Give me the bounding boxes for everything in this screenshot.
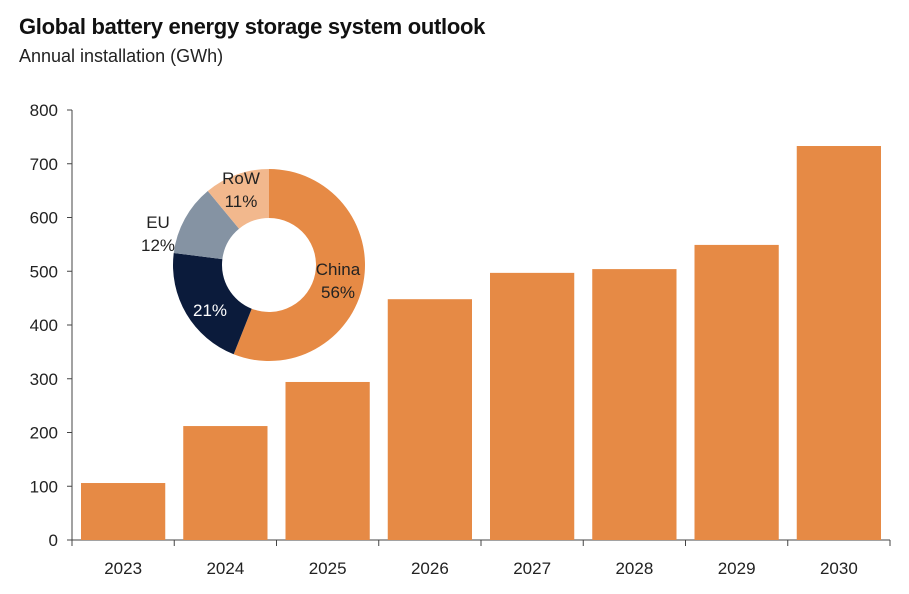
y-tick-label: 100 bbox=[30, 477, 58, 496]
bar-2023 bbox=[81, 483, 166, 540]
y-tick-label: 500 bbox=[30, 262, 58, 281]
donut-slice-china bbox=[233, 169, 366, 361]
x-tick-label: 2023 bbox=[104, 559, 142, 578]
donut-label-name: RoW bbox=[222, 169, 260, 188]
x-tick-label: 2027 bbox=[513, 559, 551, 578]
x-tick-label: 2028 bbox=[615, 559, 653, 578]
bar-2030 bbox=[796, 146, 881, 540]
y-tick-label: 400 bbox=[30, 316, 58, 335]
bar-2028 bbox=[592, 269, 677, 540]
y-tick-label: 300 bbox=[30, 370, 58, 389]
y-tick-label: 600 bbox=[30, 209, 58, 228]
x-tick-label: 2024 bbox=[206, 559, 244, 578]
donut-label-value: 11% bbox=[225, 192, 258, 211]
y-tick-label: 0 bbox=[49, 531, 58, 550]
bar-2025 bbox=[285, 381, 370, 540]
y-tick-label: 800 bbox=[30, 101, 58, 120]
y-tick-label: 200 bbox=[30, 424, 58, 443]
x-tick-label: 2029 bbox=[718, 559, 756, 578]
bar-2029 bbox=[694, 244, 779, 540]
donut-label-name: China bbox=[316, 260, 361, 279]
donut-label-value: 21% bbox=[193, 301, 227, 320]
x-tick-label: 2026 bbox=[411, 559, 449, 578]
bar-2026 bbox=[387, 299, 472, 540]
bar-2024 bbox=[183, 426, 268, 540]
chart-subtitle: Annual installation (GWh) bbox=[19, 46, 224, 66]
donut-label-name: EU bbox=[146, 213, 170, 232]
donut-label-value: 12% bbox=[141, 236, 175, 255]
donut-slice-row bbox=[207, 169, 269, 229]
x-tick-label: 2025 bbox=[309, 559, 347, 578]
donut-label-value: 56% bbox=[321, 283, 355, 302]
x-tick-label: 2030 bbox=[820, 559, 858, 578]
bar-2027 bbox=[490, 272, 575, 540]
y-tick-label: 700 bbox=[30, 155, 58, 174]
donut-slice-unnamed bbox=[173, 252, 252, 355]
donut-slice-eu bbox=[173, 191, 240, 260]
chart-title: Global battery energy storage system out… bbox=[19, 14, 486, 39]
